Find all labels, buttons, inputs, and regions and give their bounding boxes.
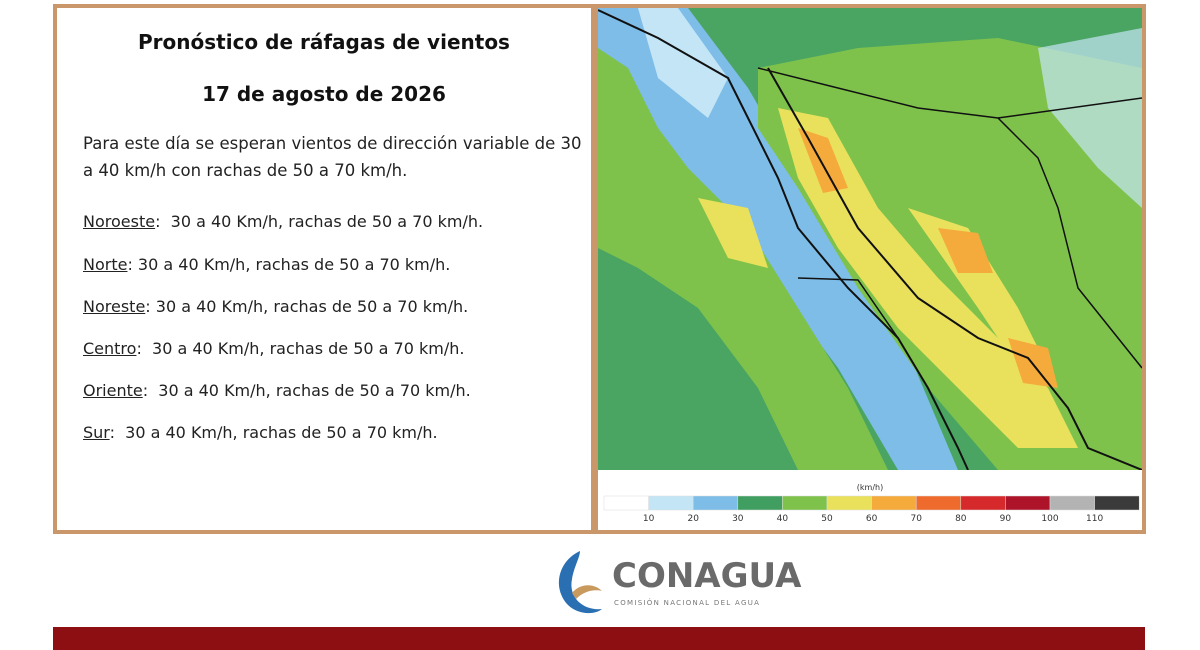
legend-swatch	[1049, 495, 1095, 511]
legend-swatch	[960, 495, 1006, 511]
title: Pronóstico de ráfagas de vientos	[138, 30, 510, 54]
legend-tick-label: 100	[1041, 514, 1058, 524]
legend-tick-label: 30	[732, 514, 744, 524]
border	[997, 117, 1143, 369]
region-line: Oriente: 30 a 40 Km/h, rachas de 50 a 70…	[83, 381, 471, 400]
legend-swatch	[692, 495, 739, 511]
legend-swatch	[648, 495, 694, 511]
legend-swatch	[603, 495, 649, 511]
region-text: : 30 a 40 Km/h, rachas de 50 a 70 km/h.	[136, 339, 465, 358]
region-text: : 30 a 40 Km/h, rachas de 50 a 70 km/h.	[142, 381, 471, 400]
region-name: Noroeste	[83, 212, 156, 231]
date: 17 de agosto de 2026	[202, 82, 446, 106]
legend-tick-label: 40	[777, 514, 789, 524]
gust-zone	[698, 198, 768, 268]
sea-zone	[598, 8, 958, 470]
legend-tick-label: 80	[955, 514, 967, 524]
region-line: Centro: 30 a 40 Km/h, rachas de 50 a 70 …	[83, 339, 464, 358]
legend-tick-label: 70	[910, 514, 922, 524]
legend-swatch	[1005, 495, 1051, 511]
region-name: Noreste	[83, 297, 146, 316]
region-line: Sur: 30 a 40 Km/h, rachas de 50 a 70 km/…	[83, 423, 438, 442]
region-text: : 30 a 40 Km/h, rachas de 50 a 70 km/h.	[127, 255, 451, 274]
region-name: Norte	[83, 255, 128, 274]
gust-zone	[938, 228, 993, 273]
legend-tick-label: 10	[643, 514, 655, 524]
region-name: Sur	[83, 423, 110, 442]
legend-swatch	[826, 495, 872, 511]
legend-tick-label: 110	[1086, 514, 1103, 524]
region-name: Oriente	[83, 381, 143, 400]
logo-figure	[572, 585, 602, 599]
sea-zone	[638, 8, 728, 118]
region-line: Noroeste: 30 a 40 Km/h, rachas de 50 a 7…	[83, 212, 483, 231]
legend-swatch	[915, 495, 962, 511]
legend-tick-label: 20	[687, 514, 699, 524]
footer-bar	[53, 627, 1145, 650]
map: (km/h) 10 20 30 40 50 60 70 80 90 100 110	[597, 8, 1143, 530]
map-panel: (km/h) 10 20 30 40 50 60 70 80 90 100 110	[594, 4, 1146, 534]
legend-swatch	[1094, 495, 1140, 511]
legend-swatch	[871, 495, 917, 511]
legend-tick-label: 90	[1000, 514, 1012, 524]
text-panel: Pronóstico de ráfagas de vientos 17 de a…	[53, 4, 595, 534]
legend-swatch	[782, 495, 828, 511]
legend-swatch	[737, 495, 783, 511]
region-text: : 30 a 40 Km/h, rachas de 50 a 70 km/h.	[145, 297, 469, 316]
legend-tick-label: 50	[821, 514, 833, 524]
logo-subtitle: COMISIÓN NACIONAL DEL AGUA	[614, 598, 760, 607]
intro: Para este día se esperan vientos de dire…	[83, 134, 582, 180]
logo-swoosh	[558, 551, 602, 614]
gust-zone	[908, 208, 1048, 368]
logo: CONAGUA COMISIÓN NACIONAL DEL AGUA	[558, 551, 802, 614]
region-line: Noreste: 30 a 40 Km/h, rachas de 50 a 70…	[83, 297, 468, 316]
border	[757, 67, 1143, 119]
region-text: : 30 a 40 Km/h, rachas de 50 a 70 km/h.	[155, 212, 484, 231]
region-text: : 30 a 40 Km/h, rachas de 50 a 70 km/h.	[109, 423, 438, 442]
legend-unit: (km/h)	[857, 483, 883, 492]
border	[797, 277, 899, 339]
legend-tick-label: 60	[866, 514, 878, 524]
gust-zone	[778, 108, 1078, 448]
logo-name: CONAGUA	[612, 556, 802, 596]
region-line: Norte: 30 a 40 Km/h, rachas de 50 a 70 k…	[83, 255, 450, 274]
coastline	[767, 67, 1143, 471]
region-name: Centro	[83, 339, 137, 358]
sea-zone	[1038, 28, 1142, 208]
coastline	[597, 9, 969, 471]
